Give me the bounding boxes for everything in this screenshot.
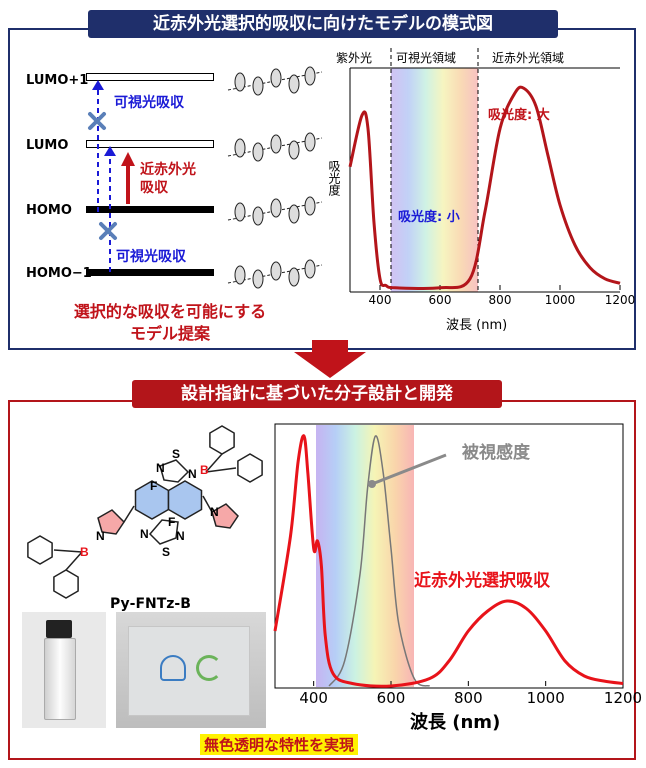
bond-b-top-2 — [205, 467, 237, 473]
nir-absorption-label-line2: 吸収 — [140, 180, 168, 196]
top-absorption-curve — [348, 85, 621, 291]
film-sheet — [128, 626, 250, 716]
top-label-small: 吸光度: 小 — [398, 210, 460, 225]
forbidden-mark-upper — [88, 112, 106, 130]
level-bar-lumo — [86, 140, 214, 148]
bond-right — [202, 495, 213, 513]
level-label-homo1: HOMO−1 — [26, 266, 92, 281]
nir-selective-label: 近赤外光選択吸収 — [414, 571, 550, 591]
colorless-caption: 無色透明な特性を実現 — [200, 734, 359, 755]
sensitivity-pointer-dot — [368, 480, 376, 488]
region-vis-label: 可視光領域 — [396, 51, 457, 65]
level-label-lumo: LUMO — [26, 138, 69, 153]
atom-n-top-1: N — [156, 461, 165, 475]
sensitivity-pointer — [371, 453, 447, 486]
nir-arrow-head — [121, 152, 135, 166]
region-uv-label: 紫外光 — [336, 51, 373, 65]
x-tick-label-400: 400 — [368, 293, 392, 307]
bond-b-bottom-2 — [65, 551, 83, 571]
atom-n-bottom-1: N — [140, 527, 149, 541]
atom-n-pyrrole-right: N — [210, 505, 219, 519]
atom-f-bottom: F — [168, 515, 175, 529]
atom-f-top: F — [150, 479, 157, 493]
company-logo-icon — [196, 655, 222, 681]
phenyl-bottom-2 — [53, 569, 79, 599]
atom-b-top: B — [200, 463, 209, 477]
bottom-visible-band — [316, 425, 414, 687]
x-tick-label-800: 800 — [454, 689, 483, 707]
visual-sensitivity-curve — [328, 435, 431, 687]
level-label-homo: HOMO — [26, 203, 72, 218]
university-logo-icon — [160, 655, 186, 681]
bottom-title: 設計指針に基づいた分子設計と開発 — [132, 380, 502, 408]
forbidden-mark-lower — [99, 222, 117, 240]
atom-s-bottom: S — [162, 545, 170, 559]
orbital-chain-homo — [227, 196, 323, 226]
orbital-chain-lumo — [227, 132, 323, 162]
bottom-absorption-curve — [273, 434, 624, 688]
visible-arrow-upper-head — [92, 80, 104, 90]
top-xlabel: 波長 (nm) — [446, 318, 508, 333]
atom-n-pyrrole-left: N — [96, 529, 105, 543]
orbital-chain-homo1 — [227, 259, 323, 289]
top-ylabel: 吸光度 — [327, 160, 341, 196]
sensitivity-label: 被視感度 — [462, 443, 530, 463]
x-tick-label-600: 600 — [376, 689, 406, 707]
transition-arrow — [294, 340, 366, 378]
core-ring-right — [167, 480, 203, 520]
top-title: 近赤外光選択的吸収に向けたモデルの模式図 — [88, 10, 558, 38]
atom-b-bottom: B — [80, 545, 89, 559]
visible-arrow-lower-head — [104, 146, 116, 156]
bottom-xlabel: 波長 (nm) — [410, 712, 501, 733]
x-tick-label-600: 600 — [428, 293, 452, 307]
bond-b-bottom-1 — [53, 549, 83, 553]
bond-b-top-1 — [205, 453, 223, 473]
x-tick-label-400: 400 — [299, 689, 328, 707]
proposal-text-line2: モデル提案 — [129, 324, 210, 343]
visible-absorption-label-lower: 可視光吸収 — [116, 249, 186, 265]
level-bar-homo1 — [86, 269, 214, 276]
nir-absorption-label-line1: 近赤外光 — [140, 162, 196, 178]
pyrrole-left — [97, 509, 125, 535]
top-visible-band — [391, 68, 478, 292]
proposal-text-line1: 選択的な吸収を可能にする — [73, 302, 267, 321]
level-bar-lumo1 — [86, 73, 214, 81]
x-tick-label-1000: 1000 — [526, 689, 565, 707]
top-x-ticks — [379, 285, 621, 290]
visible-absorption-label-upper: 可視光吸収 — [114, 95, 184, 111]
thiadiazole-top — [159, 459, 190, 483]
x-tick-label-1200: 1200 — [603, 689, 643, 707]
pyrrole-right — [211, 503, 239, 529]
phenyl-top-2 — [237, 453, 263, 483]
vial-body — [44, 638, 76, 720]
molecule-name: Py-FNTz-B — [110, 596, 191, 612]
level-label-lumo1: LUMO+1 — [26, 73, 89, 88]
top-spectrum-chart — [348, 48, 621, 293]
atom-n-bottom-2: N — [176, 529, 185, 543]
phenyl-bottom-1 — [27, 535, 53, 565]
vial-cap — [46, 620, 72, 638]
x-tick-label-1000: 1000 — [544, 293, 576, 307]
atom-n-top-2: N — [188, 467, 197, 481]
x-tick-label-1200: 1200 — [604, 293, 636, 307]
bond-left — [123, 505, 135, 523]
energy-diagram-svg — [88, 66, 323, 289]
level-bar-homo — [86, 206, 214, 213]
region-nir-label: 近赤外光領域 — [492, 51, 565, 65]
orbital-chain-lumo1 — [227, 66, 323, 96]
top-label-large: 吸光度: 大 — [488, 108, 550, 123]
atom-s-top: S — [172, 447, 180, 461]
thiadiazole-bottom — [148, 519, 179, 545]
x-tick-label-800: 800 — [488, 293, 512, 307]
